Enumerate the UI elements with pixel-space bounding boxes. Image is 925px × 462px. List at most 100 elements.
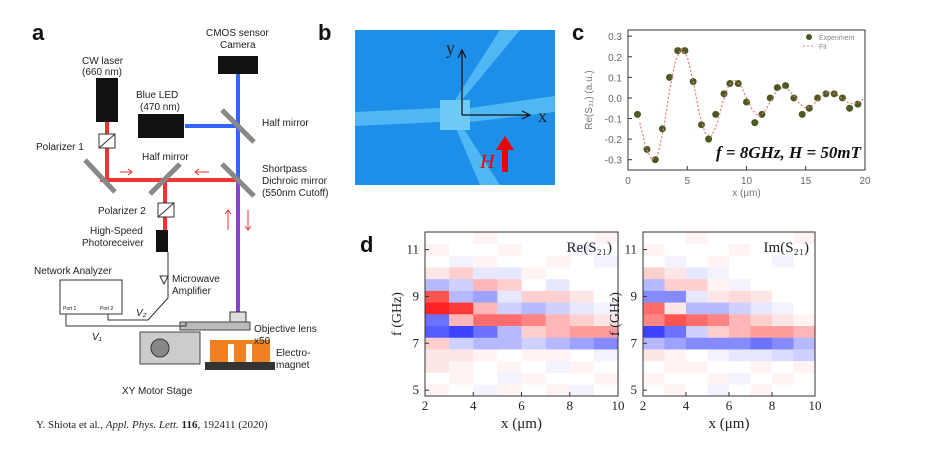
heatmap-cell	[521, 337, 546, 350]
heatmap-cell	[497, 278, 522, 291]
heatmap-cell	[729, 384, 751, 396]
heatmap-cell	[793, 360, 815, 373]
heatmap-cell	[425, 384, 450, 396]
heatmap-cell	[473, 302, 498, 315]
heatmap-cell	[772, 372, 794, 385]
heatmap-cell	[593, 255, 618, 268]
heatmap-cell	[497, 349, 522, 362]
x-axis-label: x (μm)	[732, 188, 761, 199]
label: V₁	[92, 332, 102, 343]
heatmap-cell	[425, 337, 450, 350]
heatmap-cell	[707, 232, 730, 245]
amplifier	[159, 275, 169, 286]
panel-label: c	[572, 20, 584, 45]
heatmap-cell	[750, 372, 773, 385]
heatmap-cell	[449, 384, 474, 396]
heatmap-cell	[707, 267, 730, 280]
y-tick-label: 0.0	[608, 94, 622, 105]
label: Microwave	[172, 274, 220, 285]
led	[138, 114, 184, 138]
heatmap-cell	[449, 349, 474, 362]
label: Port 1	[63, 306, 77, 312]
panel-label: a	[32, 20, 45, 45]
heatmap-cell	[497, 290, 522, 303]
camera	[218, 56, 258, 74]
heatmap-cell	[593, 302, 618, 315]
heatmap-cell	[793, 243, 815, 256]
x-tick-label: 15	[800, 176, 812, 187]
heatmap-cell	[643, 349, 665, 362]
heatmap-cell	[643, 278, 665, 291]
data-point	[766, 94, 774, 102]
heatmap-cell	[729, 290, 751, 303]
y-axis-label: f (GHz)	[608, 292, 623, 336]
electrode	[455, 30, 520, 100]
heatmap-cell	[750, 325, 773, 338]
heatmap-cell	[686, 372, 708, 385]
heatmap-cell	[425, 232, 450, 245]
heatmap-cell	[425, 349, 450, 362]
heatmap-cell	[707, 384, 730, 396]
y-tick-label: 9	[413, 288, 420, 303]
heatmap-cell	[772, 349, 794, 362]
heatmap-cell	[569, 314, 595, 327]
heatmap-cell	[545, 349, 571, 362]
heatmap-cell	[707, 372, 730, 385]
heatmap-cell	[473, 360, 498, 373]
arrow	[120, 168, 252, 231]
label: CMOS sensor	[206, 28, 269, 39]
fit-line	[639, 47, 866, 161]
data-point	[697, 121, 705, 129]
heatmap-cell	[729, 325, 751, 338]
panel-label: d	[360, 232, 373, 257]
heatmap-cell	[793, 267, 815, 280]
heatmap-cell	[643, 267, 665, 280]
label: H	[479, 151, 496, 173]
stage	[139, 331, 201, 365]
heatmap-cell	[569, 325, 595, 338]
heatmap-cell	[729, 314, 751, 327]
heatmap-cell	[643, 314, 665, 327]
heatmap-cell	[686, 302, 708, 315]
x-tick-label: 5	[684, 176, 690, 187]
y-tick-label: 5	[413, 382, 420, 397]
heatmap-cell	[793, 384, 815, 396]
heatmap-cell	[664, 360, 687, 373]
label: y	[446, 38, 455, 58]
heatmap-cell	[497, 360, 522, 373]
heatmap-cell	[772, 337, 794, 350]
heatmap-cell	[664, 337, 687, 350]
heatmap-cell	[664, 372, 687, 385]
heatmap-cell	[473, 372, 498, 385]
label: Port 2	[100, 306, 114, 312]
field-arrow	[496, 136, 514, 150]
heatmap-cell	[593, 384, 618, 396]
x-tick-label: 2	[640, 398, 647, 413]
heatmap-cell	[521, 372, 546, 385]
label: Amplifier	[172, 286, 212, 297]
heatmap-cell	[449, 372, 474, 385]
heatmap-cell	[425, 302, 450, 315]
data-point	[705, 135, 713, 143]
electrode	[455, 126, 500, 185]
citation-rest: , 192411 (2020)	[197, 419, 268, 431]
heatmap-cell	[643, 290, 665, 303]
heatmap-cell	[425, 278, 450, 291]
heatmap-cell	[473, 232, 498, 245]
heatmap-cell	[449, 302, 474, 315]
heatmap-cell	[545, 372, 571, 385]
heatmap-cell	[664, 278, 687, 291]
heatmap-cell	[593, 278, 618, 291]
heatmap-cell	[664, 302, 687, 315]
heatmap-cell	[750, 314, 773, 327]
heatmap-cell	[686, 267, 708, 280]
heatmap-cell	[686, 349, 708, 362]
heatmap-cell	[793, 232, 815, 245]
heatmap-cell	[750, 267, 773, 280]
heatmap-cell	[569, 232, 595, 245]
heatmap-cell	[686, 290, 708, 303]
microscope-image: y x H	[355, 30, 555, 185]
heatmap-cell	[686, 278, 708, 291]
mirror	[220, 108, 256, 144]
heatmap-cell	[593, 325, 618, 338]
